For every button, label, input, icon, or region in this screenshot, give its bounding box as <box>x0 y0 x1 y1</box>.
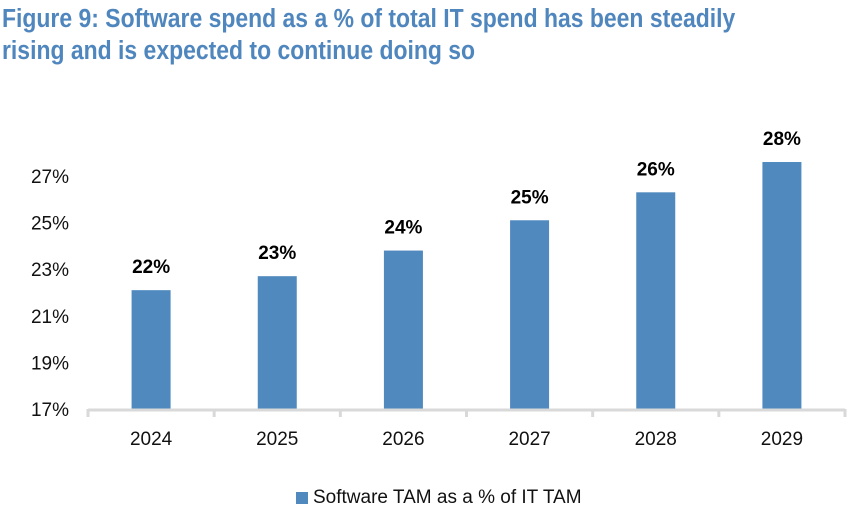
y-tick-label: 21% <box>31 307 69 328</box>
x-tick-label: 2027 <box>508 429 550 450</box>
y-tick-label: 23% <box>31 260 69 281</box>
bars <box>131 162 802 409</box>
x-tick-label: 2029 <box>761 429 803 450</box>
data-label-2028: 26% <box>637 159 675 180</box>
bar-2024 <box>131 290 171 409</box>
x-axis: 2024 2025 2026 2027 2028 2029 <box>86 408 847 450</box>
legend-swatch <box>296 492 308 504</box>
y-axis: 17% 19% 21% 23% 25% 27% <box>31 167 69 421</box>
bar-chart: 17% 19% 21% 23% 25% 27% 22% 23% 24% 25% 26% 28% 20… <box>31 129 847 450</box>
data-label-2024: 22% <box>132 257 170 278</box>
data-label-2027: 25% <box>511 187 549 208</box>
x-tick-label: 2026 <box>382 429 424 450</box>
data-label-2026: 24% <box>384 218 422 239</box>
x-tick-label: 2025 <box>256 429 298 450</box>
legend-label: Software TAM as a % of IT TAM <box>313 487 582 508</box>
y-tick-label: 17% <box>31 400 69 421</box>
bar-2026 <box>383 250 423 409</box>
x-tick-label: 2028 <box>635 429 677 450</box>
legend: Software TAM as a % of IT TAM <box>296 487 582 508</box>
chart-title-line-1: Figure 9: Software spend as a % of total… <box>2 5 736 33</box>
bar-2028 <box>636 192 676 409</box>
data-label-2025: 23% <box>258 243 296 264</box>
x-tick-label: 2024 <box>130 429 173 450</box>
bar-2027 <box>510 220 550 409</box>
y-tick-label: 25% <box>31 214 69 235</box>
y-tick-label: 19% <box>31 353 69 374</box>
chart-title-line-2: rising and is expected to continue doing… <box>2 37 476 65</box>
y-tick-label: 27% <box>31 167 69 188</box>
bar-2025 <box>257 276 297 409</box>
data-labels: 22% 23% 24% 25% 26% 28% <box>132 129 801 278</box>
chart-title: Figure 9: Software spend as a % of total… <box>2 3 763 67</box>
bar-2029 <box>762 162 802 409</box>
data-label-2029: 28% <box>763 129 801 150</box>
